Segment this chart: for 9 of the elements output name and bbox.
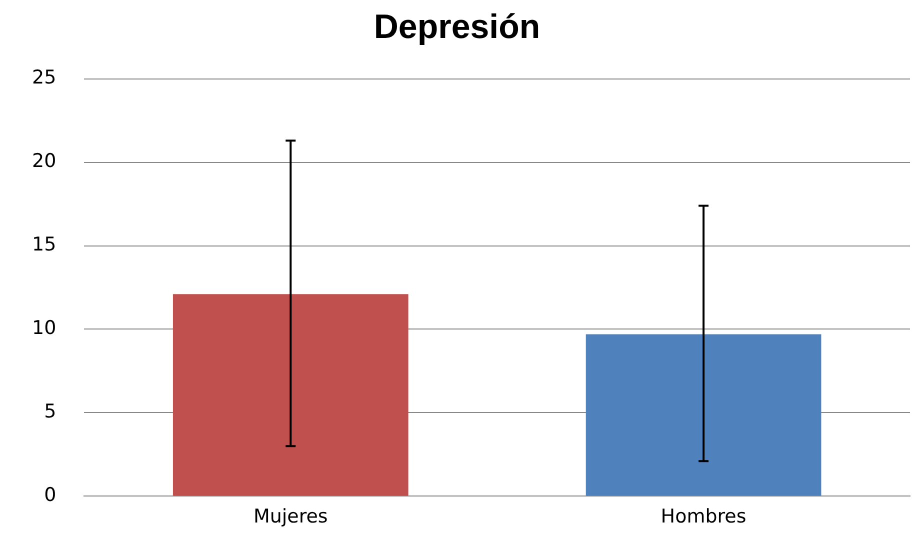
y-tick-label: 0 bbox=[44, 484, 56, 506]
y-tick-label: 15 bbox=[32, 234, 56, 256]
x-tick-label: Mujeres bbox=[253, 506, 328, 528]
y-tick-label: 25 bbox=[32, 66, 56, 89]
x-tick-label: Hombres bbox=[660, 506, 746, 528]
chart-title: Depresión bbox=[374, 8, 540, 46]
y-tick-label: 5 bbox=[44, 400, 56, 423]
y-tick-label: 20 bbox=[32, 150, 56, 172]
y-tick-label: 10 bbox=[32, 317, 56, 340]
